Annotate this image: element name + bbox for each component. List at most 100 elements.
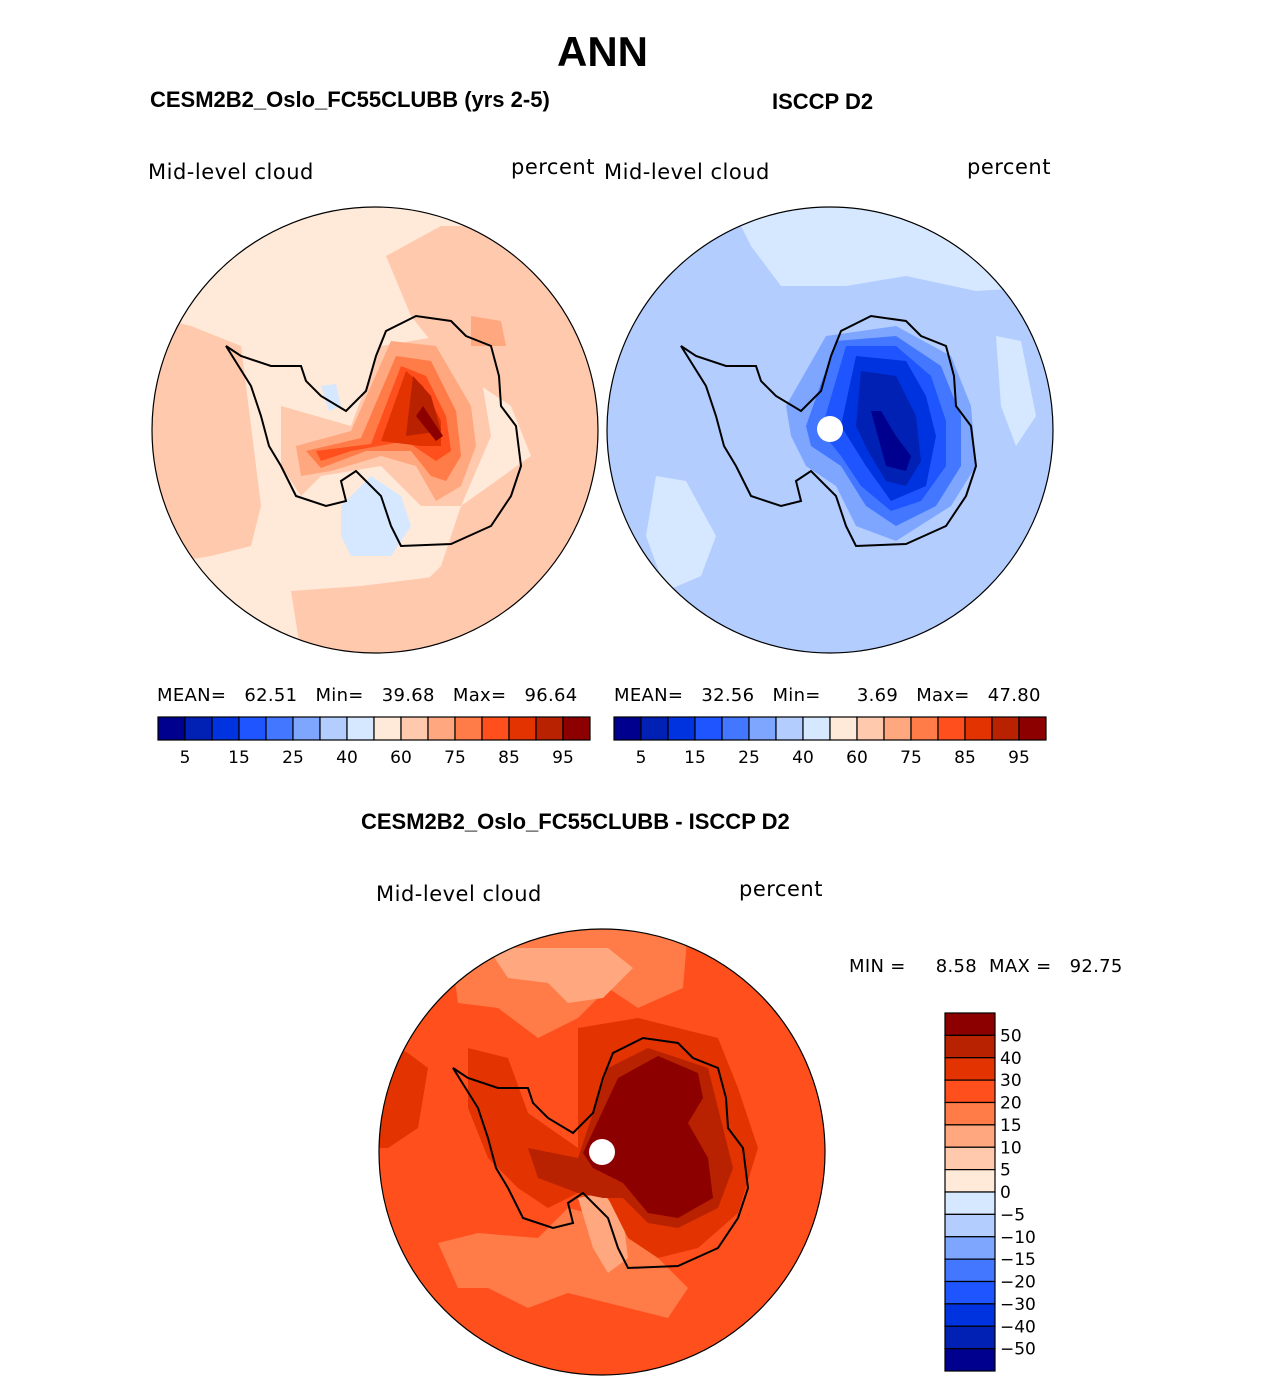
colorbar-swatch [184, 716, 213, 741]
missing-data-pole [817, 416, 843, 442]
colorbar-swatch [883, 716, 912, 741]
contour-region [152, 316, 261, 566]
mean-value: 32.56 [701, 685, 755, 706]
colorbar-tick-label: 85 [498, 748, 520, 768]
colorbar-swatch [157, 716, 186, 741]
colorbar-swatch [640, 716, 669, 741]
colorbar-swatch [211, 716, 240, 741]
panel1-colorbar: 5 15 25 40 60 75 85 95 [157, 716, 591, 768]
max-label: Max= [916, 685, 970, 706]
panel2-title: ISCCP D2 [772, 89, 874, 114]
min-label: Min= [772, 685, 821, 706]
colorbar-swatch [748, 716, 777, 741]
max-value: 92.75 [1069, 956, 1123, 977]
colorbar-tick-label: −20 [1000, 1273, 1036, 1293]
min-value: 3.69 [856, 685, 899, 706]
contour-region [471, 316, 506, 346]
contour-region [871, 411, 911, 471]
min-value: 39.68 [381, 685, 435, 706]
colorbar-swatch [613, 716, 642, 741]
main-title: ANN [557, 28, 648, 75]
colorbar-swatch [775, 716, 804, 741]
panel3-map [378, 928, 826, 1376]
colorbar-tick-label: 25 [738, 748, 760, 768]
colorbar-swatch [944, 1280, 996, 1305]
colorbar-swatch [964, 716, 993, 741]
max-value: 96.64 [524, 685, 578, 706]
colorbar-tick-label: 10 [1000, 1138, 1022, 1158]
map-boundary [151, 206, 599, 654]
panel2-map [606, 206, 1054, 654]
colorbar-tick-label: 95 [1008, 748, 1030, 768]
colorbar-swatch [944, 1101, 996, 1126]
colorbar-tick-label: −10 [1000, 1228, 1036, 1248]
colorbar-swatch [802, 716, 831, 741]
colorbar-swatch [721, 716, 750, 741]
colorbar-tick-label: 40 [792, 748, 814, 768]
colorbar-tick-label: 15 [1000, 1116, 1022, 1136]
colorbar-tick-label: 30 [1000, 1071, 1022, 1091]
min-label: MIN = [849, 956, 906, 977]
colorbar-tick-label: 20 [1000, 1094, 1022, 1114]
colorbar-swatch [991, 716, 1020, 741]
colorbar-tick-label: 95 [552, 748, 574, 768]
contour-region [291, 576, 481, 653]
panel3-title: CESM2B2_Oslo_FC55CLUBB - ISCCP D2 [361, 809, 790, 834]
colorbar-swatch [944, 1057, 996, 1081]
map-boundary [378, 928, 826, 1376]
panel3-stats: MIN = 8.58 MAX = 92.75 [849, 956, 1123, 977]
min-value: 8.58 [935, 956, 977, 977]
panel2-variable-label: Mid-level cloud [604, 160, 770, 184]
max-label: Max= [452, 685, 507, 706]
panel1-variable-label: Mid-level cloud [148, 160, 314, 184]
colorbar-swatch [694, 716, 723, 741]
colorbar-swatch [454, 716, 483, 741]
antarctica-coastline [452, 1036, 750, 1270]
contour-region [416, 406, 443, 441]
contour-region [488, 948, 633, 1003]
colorbar-swatch [944, 1303, 996, 1327]
max-value: 47.80 [987, 685, 1041, 706]
contour-region [646, 476, 716, 591]
colorbar-tick-label: −30 [1000, 1295, 1036, 1315]
colorbar-swatch [373, 716, 402, 741]
antarctica-coastline [680, 314, 978, 548]
colorbar-swatch [944, 1146, 996, 1171]
colorbar-swatch [944, 1191, 996, 1215]
colorbar-swatch [856, 716, 885, 741]
panel1-units-label: percent [511, 155, 595, 179]
contour-region [386, 226, 598, 653]
colorbar-tick-label: −40 [1000, 1317, 1036, 1337]
colorbar-tick-label: 0 [1000, 1183, 1011, 1203]
colorbar-swatch [292, 716, 321, 741]
colorbar-swatch [667, 716, 696, 741]
panel2-stats: MEAN= 32.56 Min= 3.69 Max= 47.80 [614, 685, 1041, 706]
colorbar-swatch [400, 716, 429, 741]
contour-region [438, 1208, 688, 1318]
colorbar-swatch [1018, 716, 1047, 741]
max-label: MAX = [989, 956, 1052, 977]
colorbar-tick-label: 40 [336, 748, 358, 768]
colorbar-swatch [481, 716, 510, 741]
colorbar-swatch [319, 716, 348, 741]
colorbar-tick-label: −5 [1000, 1205, 1025, 1225]
colorbar-swatch [944, 1258, 996, 1283]
colorbar-swatch [829, 716, 858, 741]
colorbar-tick-label: 15 [228, 748, 250, 768]
colorbar-swatch [508, 716, 537, 741]
colorbar-swatch [910, 716, 939, 741]
colorbar-swatch [265, 716, 294, 741]
colorbar-swatch [944, 1213, 996, 1238]
colorbar-tick-label: 5 [636, 748, 647, 768]
missing-data-pole [589, 1139, 615, 1165]
panel3-units-label: percent [739, 877, 823, 901]
colorbar-tick-label: 75 [444, 748, 466, 768]
map-boundary [606, 206, 1054, 654]
colorbar-tick-label: −50 [1000, 1340, 1036, 1360]
mean-label: MEAN= [614, 685, 684, 706]
panel2-units-label: percent [967, 155, 1051, 179]
panel1-map [151, 206, 599, 654]
colorbar-swatch [944, 1012, 996, 1036]
colorbar-tick-label: 15 [684, 748, 706, 768]
